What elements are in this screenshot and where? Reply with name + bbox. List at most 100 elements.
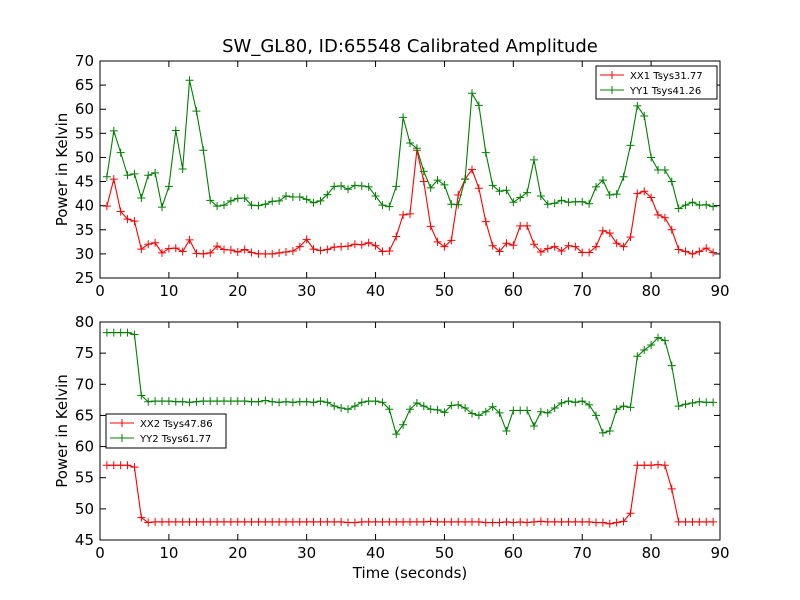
y-tick-label: 65	[75, 406, 94, 424]
data-point	[633, 352, 642, 361]
data-point	[137, 245, 146, 254]
data-point	[426, 405, 435, 414]
data-point	[612, 405, 621, 414]
data-point	[433, 517, 442, 526]
data-point	[592, 242, 600, 251]
data-point	[426, 183, 435, 192]
data-point	[557, 517, 566, 526]
data-point	[378, 247, 387, 256]
y-tick-label: 70	[75, 375, 94, 393]
data-point	[667, 225, 676, 234]
data-point	[660, 165, 669, 174]
data-point	[523, 518, 532, 527]
data-point	[282, 192, 290, 201]
data-point	[185, 517, 194, 526]
data-point	[164, 182, 173, 191]
data-point	[509, 518, 518, 527]
data-point	[516, 406, 525, 415]
data-point	[357, 240, 366, 249]
data-point	[213, 202, 222, 211]
data-point	[337, 403, 346, 412]
data-point	[674, 245, 683, 254]
data-point	[178, 165, 187, 174]
data-point	[585, 199, 594, 208]
data-point	[433, 176, 442, 185]
data-point	[564, 517, 573, 526]
data-point	[709, 398, 718, 407]
data-point	[137, 391, 146, 400]
data-point	[585, 248, 594, 257]
data-point	[702, 517, 711, 526]
plot-panel-1: 0 10 20 30 40 50 60 70 80 90 25 30 35 40 45 50 55 60 65 70 P…	[53, 52, 730, 300]
data-point	[371, 192, 380, 201]
data-point	[226, 397, 235, 406]
y-tick-label: 45	[75, 173, 94, 191]
data-point	[681, 400, 690, 409]
data-point	[371, 517, 380, 526]
data-point	[488, 402, 497, 411]
x-tick-label: 10	[159, 544, 178, 562]
data-point	[536, 247, 545, 256]
data-point	[392, 517, 401, 526]
data-point	[468, 165, 476, 174]
data-point	[240, 397, 249, 406]
series-1	[102, 460, 718, 528]
data-point	[102, 202, 111, 211]
data-point	[254, 249, 263, 258]
data-point	[709, 202, 718, 211]
data-point	[619, 517, 628, 526]
data-point	[130, 217, 139, 226]
data-point	[295, 242, 304, 251]
data-point	[357, 181, 366, 190]
data-point	[468, 517, 476, 526]
data-point	[213, 242, 222, 251]
data-point	[536, 407, 545, 416]
data-point	[619, 172, 628, 181]
data-point	[323, 398, 332, 407]
data-point	[288, 246, 297, 255]
data-point	[667, 361, 676, 370]
data-point	[123, 171, 132, 180]
data-point	[116, 207, 125, 216]
data-point	[213, 517, 222, 526]
data-point	[109, 175, 118, 184]
data-point	[406, 209, 414, 218]
y-tick-label: 60	[75, 438, 94, 456]
data-point	[412, 144, 421, 153]
data-point	[116, 461, 125, 470]
data-point	[702, 200, 711, 209]
data-point	[192, 107, 201, 116]
y-tick-label: 70	[75, 52, 94, 70]
data-point	[695, 517, 704, 526]
data-point	[295, 192, 304, 201]
data-point	[268, 197, 277, 206]
y-tick-label: 40	[75, 197, 94, 215]
x-tick-label: 40	[366, 544, 385, 562]
data-point	[612, 190, 621, 199]
data-point	[461, 175, 470, 184]
data-point	[433, 237, 442, 246]
data-point	[557, 246, 566, 255]
data-point	[220, 517, 228, 526]
data-point	[220, 397, 228, 406]
data-point	[488, 518, 497, 527]
data-point	[378, 398, 387, 407]
legend: XX2 Tsys47.86 YY2 Tsys61.77	[105, 413, 227, 449]
data-point	[481, 407, 490, 416]
data-point	[102, 172, 111, 181]
data-point	[330, 182, 339, 191]
data-point	[226, 517, 235, 526]
y-tick-label: 55	[75, 124, 94, 142]
data-point	[364, 397, 373, 406]
x-tick-label: 90	[710, 282, 729, 300]
data-point	[550, 242, 559, 251]
data-point	[647, 153, 656, 162]
data-point	[109, 461, 118, 470]
data-point	[178, 247, 187, 256]
data-point	[268, 397, 277, 406]
data-point	[674, 204, 683, 213]
data-point	[495, 408, 504, 417]
data-point	[571, 398, 580, 407]
data-point	[564, 397, 573, 406]
data-point	[275, 196, 284, 205]
